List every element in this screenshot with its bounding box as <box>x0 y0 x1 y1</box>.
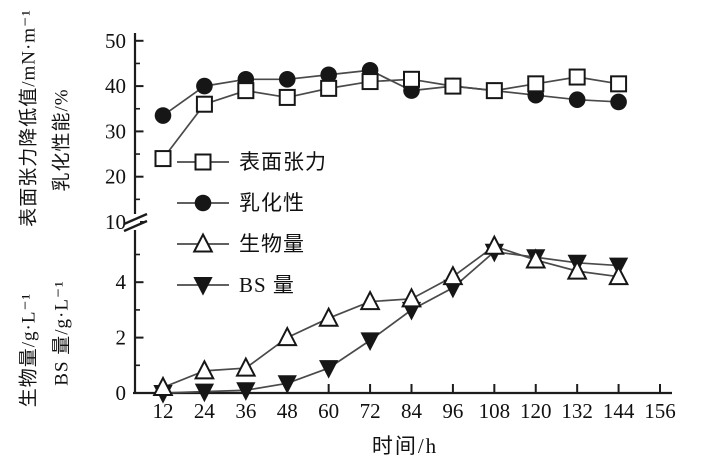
bs-amount-marker <box>360 332 380 351</box>
x-tick-label: 144 <box>603 399 635 423</box>
legend-marker-emulsification <box>177 194 229 212</box>
x-tick-label: 12 <box>153 399 174 423</box>
emulsification-line <box>162 69 619 117</box>
legend-marker-glyph-surface-tension <box>194 153 212 171</box>
x-tick-label: 108 <box>479 399 511 423</box>
legend-label-biomass: 生物量 <box>239 231 305 256</box>
legend-label-surface-tension: 表面张力 <box>239 149 327 174</box>
biomass-marker <box>566 259 588 280</box>
legend-item-surface-tension: 表面张力 <box>176 150 327 174</box>
biomass-marker <box>608 264 630 286</box>
y-tick-label: 40 <box>105 74 126 98</box>
y-axis-label-surface-tension-units: 表面张力降低值/mN·m⁻¹ <box>18 9 40 227</box>
x-tick-label: 72 <box>360 399 381 423</box>
legend-item-biomass: 生物量 <box>176 232 327 256</box>
emulsification-marker <box>278 71 296 88</box>
x-tick-label: 96 <box>442 399 463 423</box>
y-tick-label: 50 <box>105 29 126 53</box>
x-tick-label: 120 <box>520 399 552 423</box>
biomass-marker <box>359 289 381 311</box>
surface-tension-marker <box>320 79 338 97</box>
legend-marker-bs-amount <box>177 277 229 296</box>
surface-tension-marker <box>154 150 172 168</box>
bs-amount-marker <box>319 360 339 379</box>
biomass-marker <box>401 287 422 308</box>
biomass-marker <box>525 248 547 269</box>
bs-amount-marker <box>277 375 297 394</box>
x-tick-label: 156 <box>644 399 676 423</box>
biomass-marker <box>193 359 215 380</box>
legend: 表面张力乳化性生物量 BS 量 <box>176 150 327 314</box>
surface-tension-marker <box>444 77 462 95</box>
y-axis-label-emulsification-units: 乳化性能/% <box>51 88 73 192</box>
biomass-marker <box>276 325 298 347</box>
surface-tension-marker <box>610 75 628 93</box>
axis-break-gap <box>130 214 140 230</box>
surface-tension-marker <box>195 95 213 113</box>
legend-marker-glyph-bs-amount <box>193 277 213 296</box>
emulsification-marker <box>320 66 337 84</box>
x-tick-label: 24 <box>194 399 216 423</box>
y-axis-label-biomass-units: 生物量/g·L⁻¹ <box>18 292 40 408</box>
axis-break-mark <box>123 212 148 226</box>
biomass-marker <box>235 356 257 377</box>
legend-label-emulsification: 乳化性 <box>239 190 305 215</box>
surface-tension-line <box>162 76 619 160</box>
y-tick-label: 0 <box>116 381 127 405</box>
surface-tension-marker <box>278 88 296 106</box>
y-axis-label-bs-units: BS 量/g·L⁻¹ <box>51 280 73 386</box>
surface-tension-marker <box>568 68 586 86</box>
surface-tension-marker <box>237 82 255 100</box>
emulsification-marker <box>610 93 627 111</box>
legend-item-bs-amount: BS 量 <box>176 273 327 297</box>
x-tick-label: 60 <box>318 399 339 423</box>
y-tick-label: 2 <box>116 326 127 350</box>
legend-item-emulsification: 乳化性 <box>176 191 327 215</box>
bs-amount-marker <box>236 382 256 401</box>
emulsification-marker <box>154 107 172 124</box>
biomass-marker <box>483 234 505 255</box>
bs-amount-line <box>162 250 619 394</box>
legend-marker-glyph-emulsification <box>194 194 212 212</box>
legend-marker-biomass <box>177 232 229 253</box>
y-tick-label: 20 <box>105 165 126 189</box>
legend-marker-glyph-biomass <box>192 232 214 253</box>
biomass-marker <box>442 264 464 286</box>
surface-tension-marker <box>403 70 420 88</box>
x-tick-label: 36 <box>235 399 256 423</box>
legend-label-bs-amount: BS 量 <box>239 272 295 297</box>
x-tick-label: 48 <box>277 399 298 423</box>
y-tick-label: 4 <box>116 270 127 294</box>
biomass-marker <box>152 375 174 396</box>
y-tick-label: 10 <box>105 210 126 234</box>
surface-tension-marker <box>361 73 379 91</box>
x-tick-label: 84 <box>401 399 423 423</box>
emulsification-marker <box>568 91 586 108</box>
legend-marker-surface-tension <box>177 153 229 171</box>
emulsification-marker <box>196 77 213 95</box>
x-tick-label: 132 <box>561 399 593 423</box>
surface-tension-marker <box>527 75 545 93</box>
biomass-marker <box>318 306 340 327</box>
y-tick-label: 30 <box>105 119 126 143</box>
axis-break-mark <box>123 219 148 233</box>
x-axis-label: 时间/h <box>371 434 439 458</box>
bs-amount-marker <box>194 383 215 403</box>
surface-tension-marker <box>485 82 503 100</box>
